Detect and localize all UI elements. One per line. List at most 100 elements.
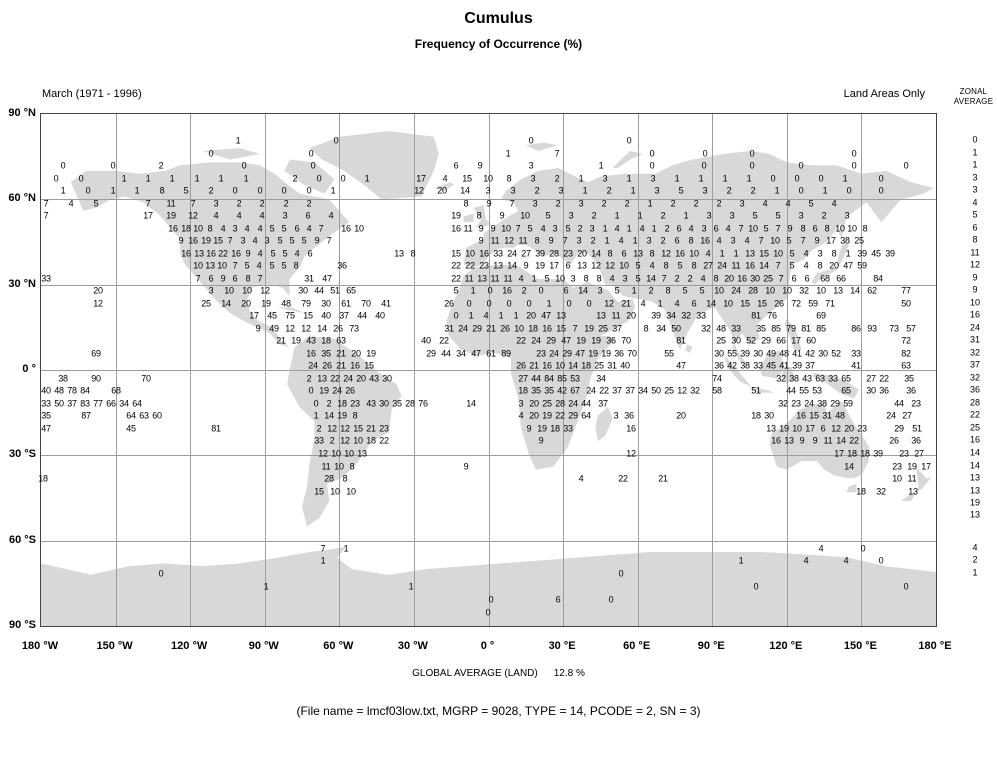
grid-value: 10 (334, 461, 344, 472)
grid-value: 2 (329, 435, 335, 446)
grid-value: 0 (85, 185, 91, 196)
grid-value: 9 (538, 435, 544, 446)
grid-value: 25 (716, 335, 726, 346)
grid-value: 9 (245, 248, 251, 259)
grid-value: 0 (241, 160, 247, 171)
grid-value: 36 (879, 385, 889, 396)
zonal-average-value: 32 (969, 372, 980, 383)
grid-value: 15 (556, 323, 566, 334)
grid-value: 0 (878, 185, 884, 196)
grid-value: 50 (651, 385, 661, 396)
grid-value: 9 (478, 235, 484, 246)
grid-value: 11 (463, 223, 473, 234)
grid-value: 3 (613, 410, 619, 421)
grid-value: 12 (327, 423, 337, 434)
lon-tick-label: 150 °W (96, 640, 133, 652)
grid-value: 34 (656, 323, 666, 334)
grid-value: 57 (906, 323, 916, 334)
grid-value: 0 (903, 160, 909, 171)
grid-value: 4 (257, 248, 263, 259)
grid-value: 16 (181, 248, 191, 259)
grid-value: 33 (41, 398, 51, 409)
grid-value: 12 (414, 185, 424, 196)
grid-value: 7 (190, 198, 196, 209)
lat-tick-label: 0 ° (22, 363, 36, 375)
grid-value: 1 (626, 173, 632, 184)
grid-value: 8 (665, 285, 671, 296)
grid-value: 41 (779, 360, 789, 371)
grid-value: 5 (269, 260, 275, 271)
grid-value: 1 (243, 173, 249, 184)
grid-value: 20 (351, 348, 361, 359)
grid-value: 19 (366, 348, 376, 359)
grid-value: 24 (586, 385, 596, 396)
grid-value: 3 (518, 398, 524, 409)
grid-value: 6 (555, 594, 561, 605)
grid-value: 1 (235, 135, 241, 146)
grid-value: 13 (577, 260, 587, 271)
grid-value: 48 (54, 385, 64, 396)
grid-value: 10 (193, 223, 203, 234)
chart-subtitle: Frequency of Occurrence (%) (414, 37, 583, 51)
grid-value: 60 (806, 335, 816, 346)
grid-value: 16 (206, 248, 216, 259)
grid-value: 1 (582, 185, 588, 196)
grid-value: 1 (651, 223, 657, 234)
grid-value: 1 (637, 210, 643, 221)
grid-value: 1 (774, 185, 780, 196)
grid-value: 10 (344, 448, 354, 459)
grid-value: 8 (534, 235, 540, 246)
grid-value: 10 (193, 260, 203, 271)
grid-value: 10 (770, 235, 780, 246)
grid-value: 3 (729, 210, 735, 221)
grid-value: 30 (818, 348, 828, 359)
grid-value: 32 (701, 323, 711, 334)
grid-value: 4 (614, 223, 620, 234)
grid-value: 37 (612, 323, 622, 334)
zonal-average-value: 14 (969, 447, 980, 458)
grid-value: 1 (842, 173, 848, 184)
grid-value: 5 (786, 235, 792, 246)
grid-value: 63 (336, 335, 346, 346)
grid-value: 3 (597, 285, 603, 296)
grid-value: 1 (632, 235, 638, 246)
grid-value: 75 (285, 310, 295, 321)
grid-value: 2 (674, 273, 680, 284)
grid-value: 76 (418, 398, 428, 409)
grid-value: 36 (606, 335, 616, 346)
grid-value: 20 (356, 373, 366, 384)
grid-value: 35 (531, 385, 541, 396)
grid-value: 30 (764, 410, 774, 421)
grid-value: 6 (563, 285, 569, 296)
grid-value: 1 (630, 185, 636, 196)
grid-value: 33 (493, 248, 503, 259)
grid-value: 85 (771, 323, 781, 334)
grid-value: 83 (80, 398, 90, 409)
grid-value: 15 (757, 298, 767, 309)
grid-value: 2 (750, 185, 756, 196)
island-madagascar (595, 406, 613, 442)
grid-value: 40 (321, 310, 331, 321)
grid-value: 8 (349, 461, 355, 472)
grid-value: 19 (337, 410, 347, 421)
grid-value: 7 (43, 210, 49, 221)
grid-value: 59 (857, 260, 867, 271)
grid-value: 1 (614, 210, 620, 221)
grid-value: 0 (308, 385, 314, 396)
grid-value: 3 (558, 185, 564, 196)
grid-value: 24 (804, 398, 814, 409)
grid-value: 13 (833, 285, 843, 296)
grid-value: 27 (902, 410, 912, 421)
grid-value: 69 (91, 348, 101, 359)
grid-value: 6 (691, 298, 697, 309)
grid-value: 1 (408, 581, 414, 592)
grid-value: 2 (577, 223, 583, 234)
grid-value: 5 (544, 273, 550, 284)
grid-value: 79 (786, 323, 796, 334)
grid-value: 1 (169, 173, 175, 184)
grid-value: 3 (798, 210, 804, 221)
grid-value: 4 (220, 223, 226, 234)
grid-value: 77 (901, 285, 911, 296)
grid-value: 6 (305, 210, 311, 221)
grid-value: 16 (675, 248, 685, 259)
